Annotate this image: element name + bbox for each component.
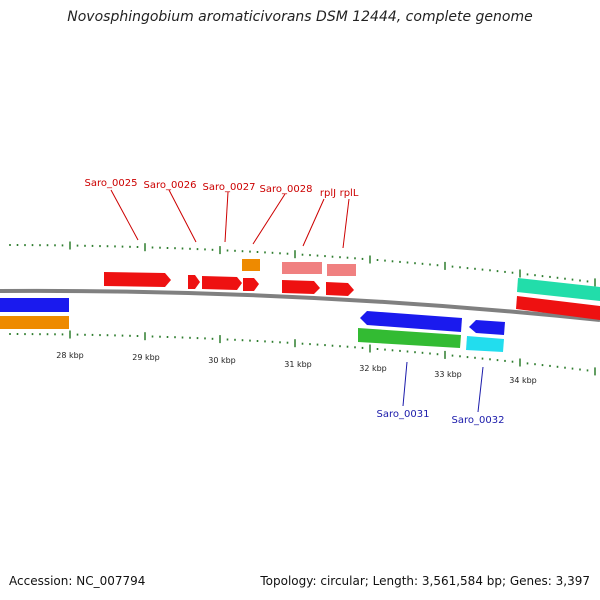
gene-arrow-saro-0025[interactable] bbox=[104, 272, 171, 287]
callout-line-saro-0025 bbox=[110, 189, 139, 241]
reverse-strand-features bbox=[0, 298, 505, 352]
gene-labels: Saro_0025 Saro_0026 Saro_0027 Saro_0028 … bbox=[85, 178, 505, 426]
gene-arrow-saro-0031[interactable] bbox=[360, 311, 462, 332]
gene-label-saro-0027[interactable]: Saro_0027 bbox=[203, 182, 256, 193]
gene-arrow-rplj[interactable] bbox=[282, 280, 320, 294]
outer-tick-track bbox=[9, 241, 596, 287]
cds-block-orange-top[interactable] bbox=[242, 259, 260, 271]
cds-block-green[interactable] bbox=[358, 328, 461, 348]
gene-arrow-saro-0026[interactable] bbox=[188, 275, 200, 289]
map-title: Novosphingobium aromaticivorans DSM 1244… bbox=[67, 9, 533, 25]
callout-line-rplj bbox=[302, 198, 325, 247]
inner-tick-track bbox=[9, 330, 596, 376]
callout-line-saro-0027 bbox=[224, 191, 229, 243]
gene-label-rpll[interactable]: rplL bbox=[340, 188, 359, 199]
genome-backbone bbox=[0, 288, 600, 322]
scale-label-31kbp: 31 kbp bbox=[284, 360, 312, 369]
cds-block-cyan[interactable] bbox=[466, 336, 504, 352]
accession-text: Accession: NC_007794 bbox=[9, 574, 146, 588]
scale-label-32kbp: 32 kbp bbox=[359, 364, 387, 373]
genome-summary-text: Topology: circular; Length: 3,561,584 bp… bbox=[260, 574, 590, 588]
cds-block-orange-left[interactable] bbox=[0, 316, 69, 329]
gene-label-saro-0026[interactable]: Saro_0026 bbox=[144, 180, 197, 191]
gene-arrow-saro-0027[interactable] bbox=[202, 276, 242, 290]
callout-line-saro-0031 bbox=[402, 361, 408, 407]
scale-label-30kbp: 30 kbp bbox=[208, 356, 236, 365]
gene-label-saro-0032[interactable]: Saro_0032 bbox=[452, 415, 505, 426]
gene-label-saro-0031[interactable]: Saro_0031 bbox=[377, 409, 430, 420]
forward-strand-features bbox=[104, 259, 600, 320]
gene-arrow-saro-0028[interactable] bbox=[243, 278, 259, 291]
gene-label-saro-0028[interactable]: Saro_0028 bbox=[260, 184, 313, 195]
scale-label-34kbp: 34 kbp bbox=[509, 376, 537, 385]
callout-line-saro-0032 bbox=[477, 366, 484, 413]
callout-lines bbox=[110, 189, 484, 413]
scale-label-29kbp: 29 kbp bbox=[132, 353, 160, 362]
gene-arrow-saro-0032[interactable] bbox=[469, 320, 505, 335]
gene-block-blue-left[interactable] bbox=[0, 298, 69, 312]
cds-block-pink-rplj[interactable] bbox=[282, 262, 322, 274]
gene-arrow-rpll[interactable] bbox=[326, 282, 354, 296]
gene-label-saro-0025[interactable]: Saro_0025 bbox=[85, 178, 138, 189]
scale-labels: 28 kbp 29 kbp 30 kbp 31 kbp 32 kbp 33 kb… bbox=[56, 351, 537, 385]
cds-block-teal-right[interactable] bbox=[517, 278, 600, 301]
gene-arrow-right-red[interactable] bbox=[516, 296, 600, 320]
cds-block-pink-rpll[interactable] bbox=[327, 264, 356, 276]
callout-line-saro-0026 bbox=[168, 189, 197, 243]
callout-line-saro-0028 bbox=[252, 193, 286, 245]
callout-line-rpll bbox=[342, 198, 350, 249]
scale-label-33kbp: 33 kbp bbox=[434, 370, 462, 379]
scale-label-28kbp: 28 kbp bbox=[56, 351, 84, 360]
gene-label-rplj[interactable]: rplJ bbox=[320, 188, 336, 199]
